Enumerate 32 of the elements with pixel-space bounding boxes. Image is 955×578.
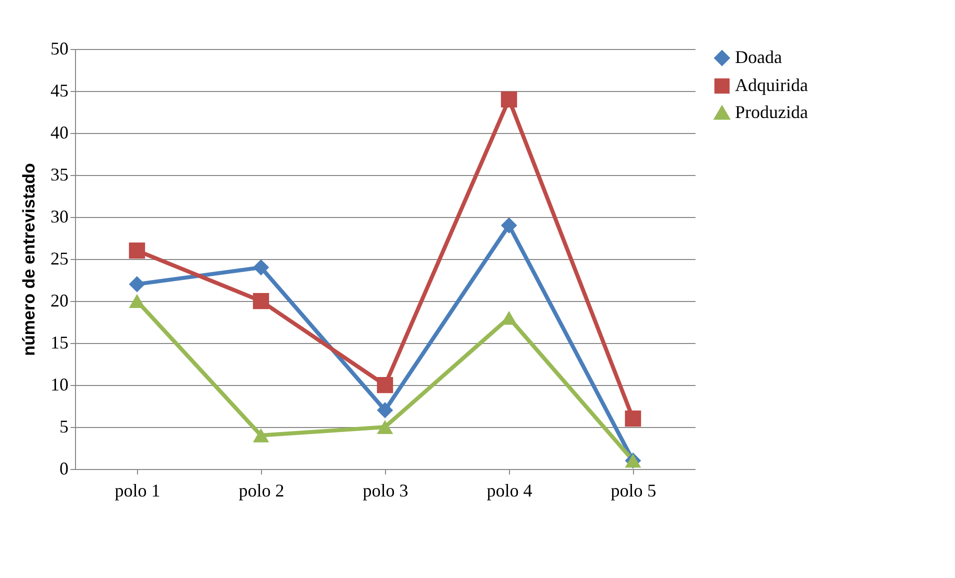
point xyxy=(376,420,394,434)
y-tick-label: 10 xyxy=(50,374,68,394)
point xyxy=(252,292,270,310)
y-tick-label: 50 xyxy=(50,38,68,58)
y-tick-label: 25 xyxy=(50,248,68,268)
y-tick-label: 30 xyxy=(50,206,68,226)
point xyxy=(128,294,146,308)
y-tick-label: 0 xyxy=(60,458,68,478)
y-tick-label: 35 xyxy=(50,164,68,184)
point xyxy=(252,259,270,276)
point xyxy=(128,242,146,259)
legend-label: Adquirida xyxy=(735,75,808,95)
point xyxy=(376,376,394,394)
y-tick-label: 5 xyxy=(60,416,68,436)
x-tick-label: polo 5 xyxy=(610,480,656,500)
point xyxy=(252,428,270,442)
point xyxy=(376,402,394,418)
legend-label: Doada xyxy=(735,47,782,67)
point xyxy=(500,217,518,234)
y-tick-label: 15 xyxy=(50,332,68,352)
x-tick-label: polo 4 xyxy=(486,480,532,500)
point xyxy=(128,276,146,292)
y-tick-label: 40 xyxy=(50,122,68,142)
x-tick-label: polo 3 xyxy=(362,480,408,500)
x-tick-label: polo 1 xyxy=(114,480,160,500)
point xyxy=(500,91,518,108)
legend-label: Produzida xyxy=(735,102,808,122)
point xyxy=(624,410,642,427)
y-tick-label: 45 xyxy=(50,80,68,100)
y-axis-title: número de entrevistado xyxy=(20,163,38,356)
x-tick-label: polo 2 xyxy=(238,480,284,500)
y-tick-label: 20 xyxy=(50,290,68,310)
